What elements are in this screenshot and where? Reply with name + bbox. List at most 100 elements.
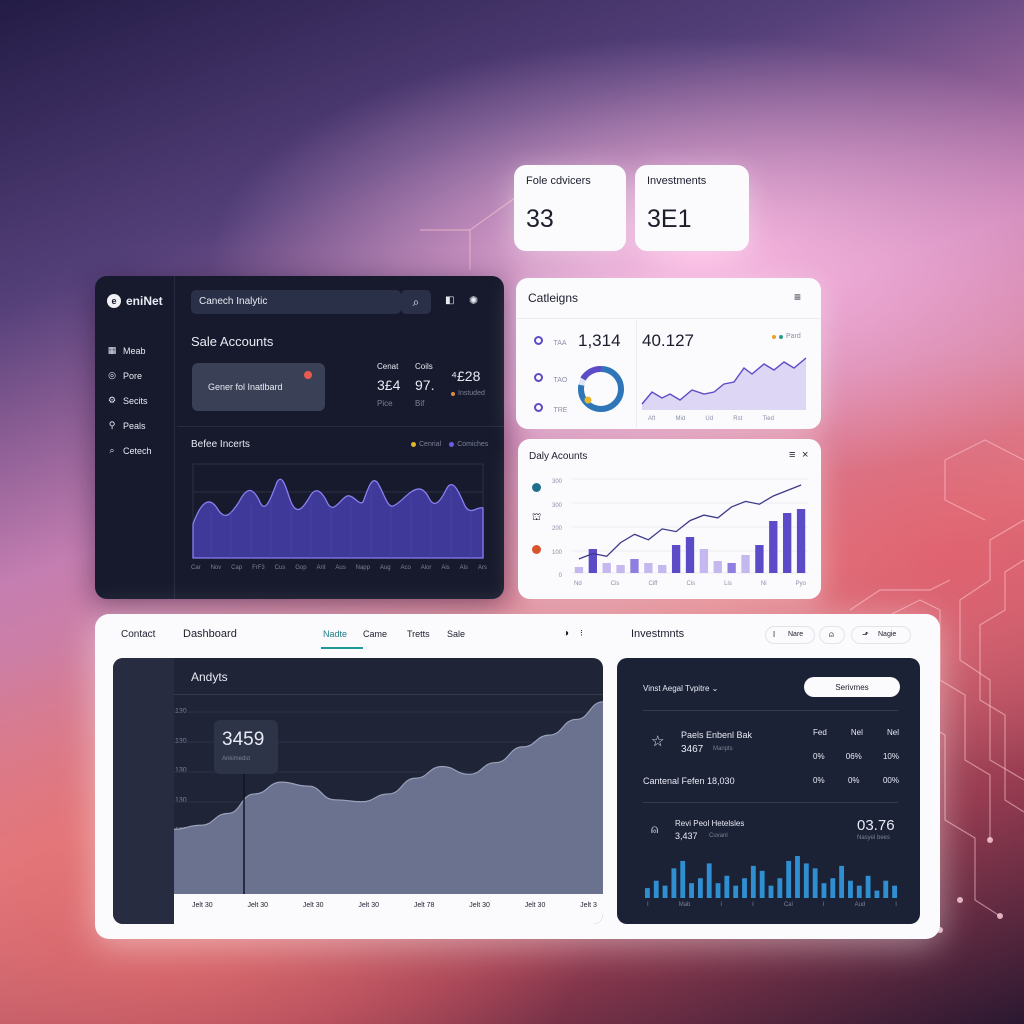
pin-icon: ǀ xyxy=(773,630,776,639)
tab-tretts[interactable]: Tretts xyxy=(407,629,430,639)
sidebar-item[interactable]: ▦ Meab xyxy=(107,338,152,363)
pill-nagie[interactable]: ⬏ Nagie xyxy=(851,626,911,644)
x-tick: Cis xyxy=(610,581,620,587)
x-tick: Ni xyxy=(760,581,767,587)
area-line xyxy=(641,357,807,405)
sale-accounts-panel: e eniNet ▦ Meab ◎ Pore ⚙ Secits ⚲ Peals … xyxy=(95,276,504,599)
nav-link-dashboard[interactable]: Dashboard xyxy=(183,628,237,640)
type-select[interactable]: Vinst Aegal Tvpitre ⌄ xyxy=(643,684,719,693)
sidebar-item[interactable]: ⚙ Secits xyxy=(107,388,152,413)
pill-icon-button[interactable]: ⍝ xyxy=(819,626,845,644)
generate-dashboard-button[interactable]: Gener fol Inatlbard xyxy=(192,363,325,411)
x-tick: Alor xyxy=(420,565,432,571)
row-values: 0% 0% 00% xyxy=(813,776,899,785)
tab-sale[interactable]: Sale xyxy=(447,629,466,639)
star-icon[interactable]: ☆ xyxy=(651,733,665,750)
category-row: TAO xyxy=(534,369,567,387)
invest-bar xyxy=(777,878,783,898)
stat-card-investments: Investments 3E1 xyxy=(635,165,749,251)
x-tick: Rst xyxy=(733,416,743,422)
x-tick: Cis xyxy=(686,581,696,587)
pill-nare[interactable]: ǀ Nare xyxy=(765,626,815,644)
legend-label: Pard xyxy=(786,333,801,340)
x-tick: I xyxy=(822,902,825,908)
cell-value: 0% xyxy=(813,752,825,761)
y-tick: 100 xyxy=(551,549,562,556)
search-field[interactable]: Canech Inalytic xyxy=(191,290,401,314)
toggle-icon[interactable]: ◧ xyxy=(445,295,455,306)
divider xyxy=(174,694,603,695)
legend-label: Cenrial xyxy=(419,441,442,448)
cell-value: 10% xyxy=(882,752,899,761)
donut-chart xyxy=(578,366,624,412)
x-tick: Lis xyxy=(724,581,732,587)
row-values: 0% 06% 10% xyxy=(813,752,899,761)
invest-bar xyxy=(830,878,836,898)
x-tick: Aft xyxy=(648,416,656,422)
sidebar-nav: ▦ Meab ◎ Pore ⚙ Secits ⚲ Peals ⌕ Cetech xyxy=(107,338,152,463)
invest-bar xyxy=(892,885,898,898)
tab-nadte[interactable]: Nadte xyxy=(321,629,363,649)
gear-icon: ⚙ xyxy=(107,395,117,405)
daily-bar xyxy=(602,563,611,573)
analytics-area-chart xyxy=(174,701,603,894)
dot-icon xyxy=(534,403,543,413)
legend-swatch xyxy=(411,442,416,447)
invest-bar xyxy=(706,863,712,898)
divider xyxy=(516,318,821,319)
logo-icon: e xyxy=(107,294,121,308)
categories-card: Catleigns ≡ TAA TAO TRE 1,314 40.127 Par… xyxy=(516,278,821,429)
nav-link-contact[interactable]: Contact xyxy=(121,629,156,640)
search-button[interactable]: ⌕ xyxy=(401,290,431,314)
y-tick: 130 xyxy=(175,796,187,804)
invest-x-axis: I Mab I I Cal I Aud I xyxy=(647,902,897,908)
invest-bar xyxy=(759,870,765,898)
sidebar-item-label: Peals xyxy=(123,420,146,431)
services-button[interactable]: Serivmes xyxy=(804,677,900,697)
invest-bar xyxy=(874,890,880,898)
invest-bar xyxy=(644,888,650,898)
sidebar-item[interactable]: ◎ Pore xyxy=(107,363,152,388)
search-input[interactable]: Canech Inalytic xyxy=(199,296,268,307)
logo-text: eniNet xyxy=(126,294,163,308)
theme-icon[interactable]: ◑ xyxy=(563,628,570,639)
stat-card-value: 3E1 xyxy=(647,205,692,233)
invest-bar xyxy=(883,880,889,898)
more-icon[interactable]: ⁝ xyxy=(580,628,583,638)
daily-bar xyxy=(658,565,667,573)
x-tick: Tied xyxy=(762,416,774,422)
daily-bar xyxy=(713,561,722,573)
divider xyxy=(643,710,898,711)
feature-sub-label: Cuvanl xyxy=(709,833,728,839)
sidebar-item[interactable]: ⌕ Cetech xyxy=(107,438,151,463)
legend-label: Comiches xyxy=(457,441,489,448)
brand: e eniNet xyxy=(107,294,163,308)
section-title: Investmnts xyxy=(631,628,685,640)
cell-value: 0% xyxy=(813,776,825,785)
analytics-sidebar xyxy=(113,658,174,924)
sidebar-item[interactable]: ⚲ Peals xyxy=(107,413,152,438)
invest-bar xyxy=(733,885,739,898)
stat-value: 97. xyxy=(415,377,435,393)
close-icon[interactable]: × xyxy=(802,449,809,461)
daily-line xyxy=(578,484,802,560)
sidebar-item-label: Meab xyxy=(123,345,146,356)
stat-sub: Bif xyxy=(415,399,425,408)
col-header: Fed xyxy=(813,728,827,737)
tab-came[interactable]: Came xyxy=(363,629,388,639)
tooltip-value: 3459 xyxy=(222,729,265,750)
invest-bar xyxy=(750,865,756,898)
settings-icon[interactable]: ✺ xyxy=(469,295,479,307)
dot-icon xyxy=(532,545,541,554)
menu-icon[interactable]: ≡ xyxy=(789,449,796,461)
daily-bar xyxy=(727,563,736,573)
analytics-area xyxy=(174,701,603,894)
divider xyxy=(636,320,637,428)
dashboard-panel: Contact Dashboard Nadte Came Tretts Sale… xyxy=(95,614,940,939)
x-tick: Jelt 78 xyxy=(413,902,435,909)
invest-bar xyxy=(839,865,845,898)
invest-bar xyxy=(812,868,818,898)
invest-bar xyxy=(786,860,792,898)
menu-icon[interactable]: ≡ xyxy=(794,290,802,304)
dot-icon xyxy=(532,483,541,492)
